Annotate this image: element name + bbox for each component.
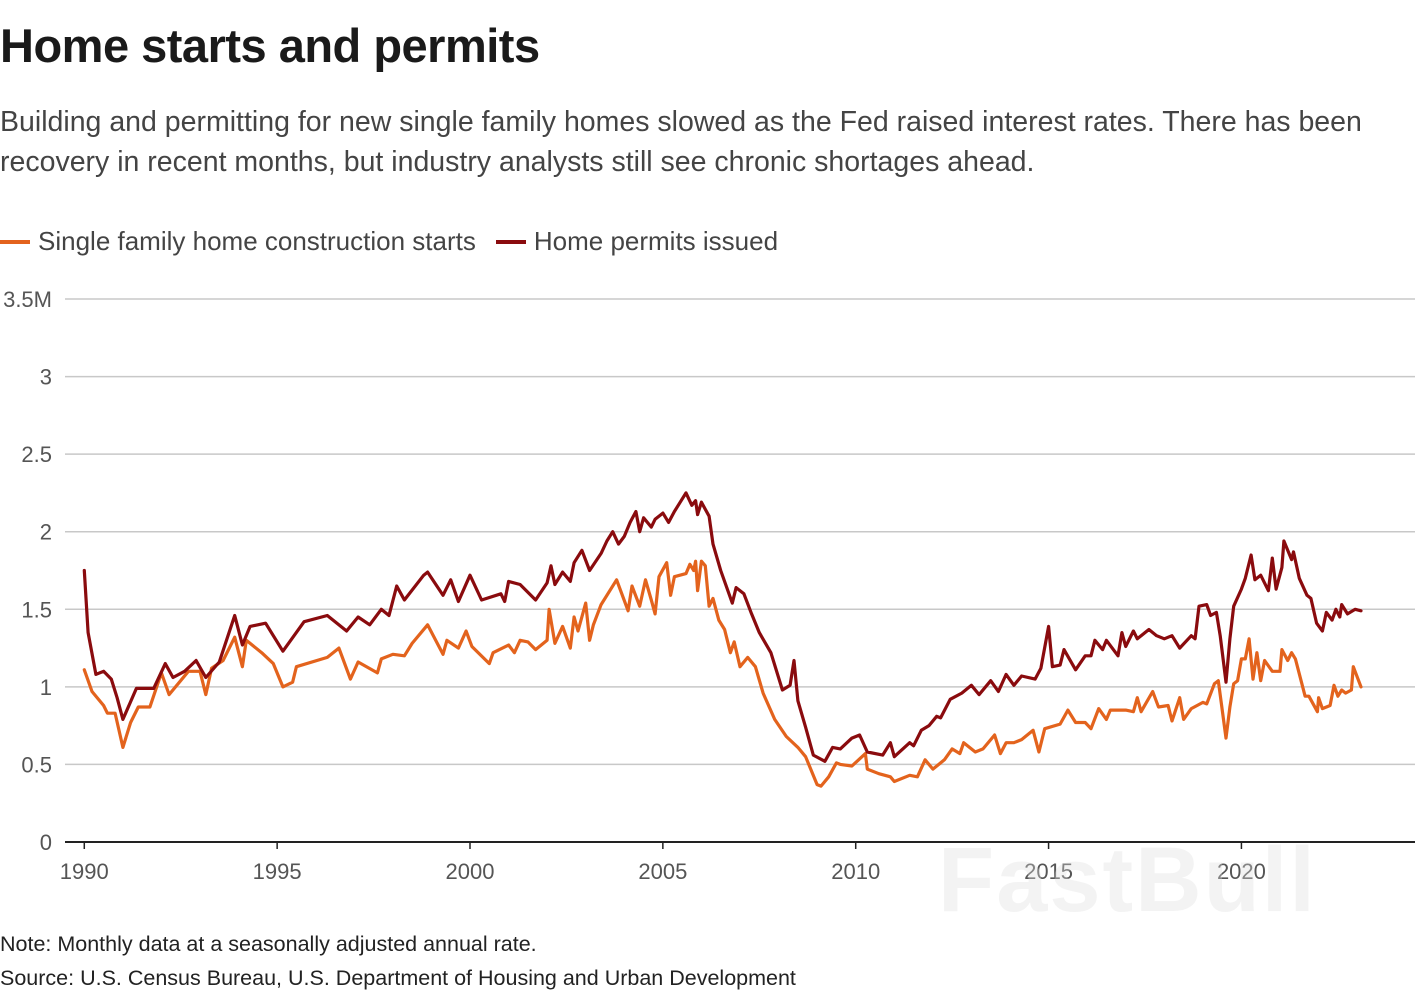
y-tick-label: 3.5M bbox=[3, 287, 52, 312]
y-tick-label: 2.5 bbox=[21, 442, 52, 467]
legend-label-permits: Home permits issued bbox=[533, 226, 779, 256]
line-chart: 0 0.5 1 1.5 2 2.5 3 3.5M 1990 1995 2000 2005 2010 201… bbox=[3, 287, 1415, 884]
chart-note: Note: Monthly data at a seasonally adjus… bbox=[0, 932, 537, 956]
x-tick-label: 2010 bbox=[831, 859, 880, 884]
legend-item-starts: Single family home construction starts bbox=[0, 226, 476, 257]
series-line-starts bbox=[82, 559, 1363, 788]
legend-swatch-permits bbox=[495, 239, 526, 244]
chart-title: Home starts and permits bbox=[0, 19, 540, 72]
y-tick-label: 1.5 bbox=[21, 597, 52, 622]
legend: Single family home construction starts H… bbox=[0, 226, 798, 257]
x-tick-label: 1995 bbox=[253, 859, 302, 884]
series-line-permits bbox=[82, 491, 1363, 763]
chart-subtitle: Building and permitting for new single f… bbox=[0, 106, 1362, 178]
legend-label-starts: Single family home construction starts bbox=[38, 226, 476, 256]
y-tick-label: 1 bbox=[40, 675, 52, 700]
x-tick-label: 2020 bbox=[1217, 859, 1266, 884]
legend-item-permits: Home permits issued bbox=[495, 226, 779, 257]
x-tick-label: 2015 bbox=[1024, 859, 1073, 884]
x-tick-label: 2000 bbox=[446, 859, 495, 884]
x-tick-label: 1990 bbox=[60, 859, 109, 884]
x-tick-label: 2005 bbox=[638, 859, 687, 884]
y-tick-label: 3 bbox=[40, 365, 52, 390]
y-tick-label: 0.5 bbox=[21, 752, 52, 777]
chart-source: Source: U.S. Census Bureau, U.S. Departm… bbox=[0, 966, 796, 990]
y-tick-label: 2 bbox=[40, 520, 52, 545]
y-tick-label: 0 bbox=[40, 830, 52, 855]
legend-swatch-starts bbox=[0, 239, 30, 244]
